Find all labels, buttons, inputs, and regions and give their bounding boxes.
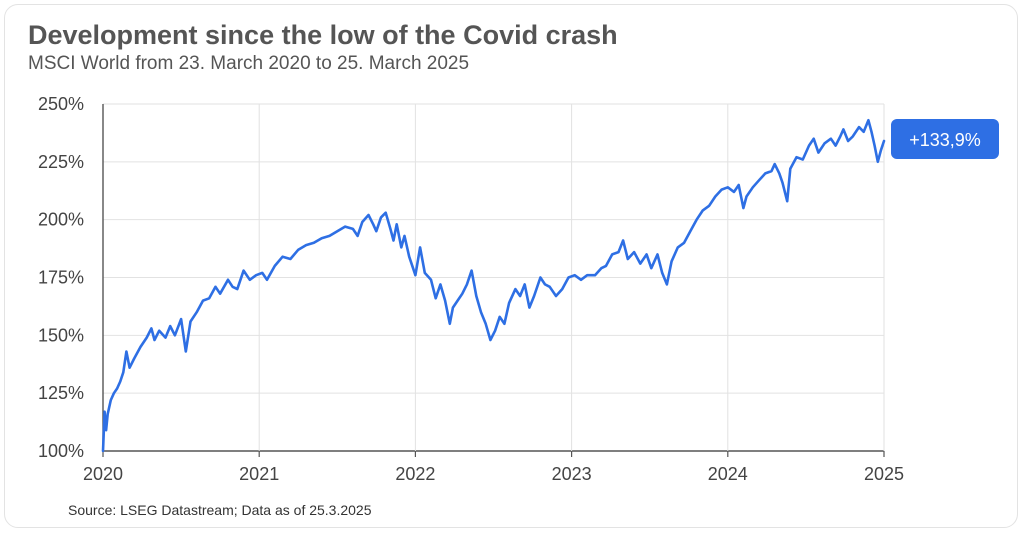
- y-tick-label: 150%: [38, 325, 84, 345]
- chart-subtitle: MSCI World from 23. March 2020 to 25. Ma…: [28, 53, 470, 74]
- source-note: Source: LSEG Datastream; Data as of 25.3…: [68, 502, 372, 518]
- y-tick-label: 225%: [38, 152, 84, 172]
- y-tick-label: 175%: [38, 268, 84, 288]
- end-value-badge: [891, 119, 999, 160]
- y-tick-label: 125%: [38, 383, 84, 403]
- x-tick-label: 2021: [239, 464, 279, 484]
- end-value-label: +133,9%: [909, 130, 981, 150]
- x-tick-label: 2022: [395, 464, 435, 484]
- chart-card: [4, 4, 1018, 528]
- x-tick-label: 2020: [83, 464, 123, 484]
- series-line-msci-world: [101, 118, 886, 453]
- y-tick-label: 200%: [38, 210, 84, 230]
- y-tick-label: 100%: [38, 441, 84, 461]
- chart-title: Development since the low of the Covid c…: [28, 20, 618, 50]
- x-tick-label: 2024: [708, 464, 748, 484]
- y-tick-label: 250%: [38, 94, 84, 114]
- x-tick-label: 2023: [552, 464, 592, 484]
- x-tick-label: 2025: [864, 464, 904, 484]
